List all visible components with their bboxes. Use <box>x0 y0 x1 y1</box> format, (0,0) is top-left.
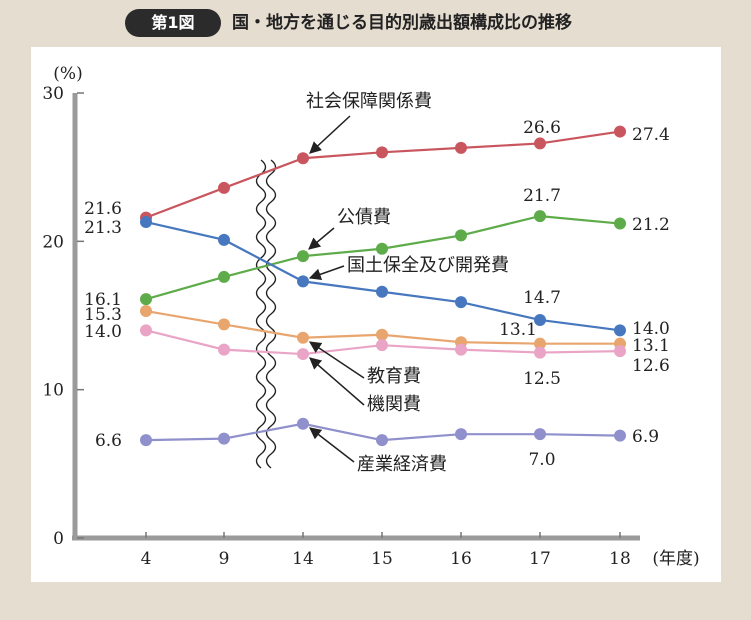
figure-title: 国・地方を通じる目的別歳出額構成比の推移 <box>232 13 572 33</box>
y-tick-label: 30 <box>42 84 64 104</box>
axis-break-line-right <box>265 159 277 469</box>
series-callout-label: 公債費 <box>337 207 391 228</box>
data-point <box>218 343 230 356</box>
data-point <box>218 233 230 246</box>
data-point <box>218 270 230 283</box>
data-label: 7.0 <box>528 450 555 470</box>
data-point <box>376 328 388 341</box>
axis-break-line-left <box>255 159 267 469</box>
data-label: 27.4 <box>632 125 670 145</box>
data-label: 21.2 <box>632 215 670 235</box>
data-labels: 21.626.6 27.416.121.721.221.314.714.015.3… <box>84 118 670 470</box>
callout-arrow <box>308 227 335 250</box>
data-point <box>140 216 152 229</box>
y-tick-label: 0 <box>53 529 64 549</box>
data-point <box>297 348 309 361</box>
x-tick-label: 4 <box>141 549 152 569</box>
data-point <box>376 242 388 255</box>
data-point <box>455 296 467 309</box>
series-callout-label: 教育費 <box>367 366 421 387</box>
data-point <box>614 125 626 138</box>
data-label: 15.3 <box>84 305 122 325</box>
data-point <box>140 324 152 337</box>
y-axis-unit-label: (%) <box>53 64 82 84</box>
data-point <box>140 434 152 447</box>
y-tick-label: 20 <box>42 232 64 252</box>
data-label: 12.6 <box>632 356 670 376</box>
data-point <box>376 285 388 298</box>
data-point <box>140 293 152 306</box>
data-point <box>297 275 309 288</box>
data-label: 6.9 <box>632 427 659 447</box>
data-point <box>455 141 467 154</box>
data-label: 16.1 <box>84 290 122 310</box>
callout-arrow <box>309 427 355 463</box>
data-point <box>218 181 230 194</box>
data-point <box>297 417 309 430</box>
callout-arrow <box>308 265 345 281</box>
data-label: 13.1 <box>632 336 670 356</box>
data-point <box>614 345 626 358</box>
series-line-2 <box>145 220 621 332</box>
data-point <box>218 318 230 331</box>
data-point <box>614 324 626 337</box>
data-label: 12.5 <box>523 369 561 389</box>
data-point <box>534 346 546 359</box>
data-point <box>218 432 230 445</box>
axis-break-gap <box>254 154 278 474</box>
data-point <box>297 331 309 344</box>
figure-header: 第1図 国・地方を通じる目的別歳出額構成比の推移 <box>0 0 751 44</box>
data-label: 21.6 <box>84 199 122 219</box>
x-tick-label: 14 <box>292 549 314 569</box>
callout-arrow <box>309 357 365 406</box>
data-point <box>534 428 546 441</box>
data-point <box>140 305 152 318</box>
x-tick-label: 15 <box>371 549 393 569</box>
data-label: 13.1 <box>499 320 537 340</box>
data-point <box>534 210 546 223</box>
data-label: 14.0 <box>84 322 122 342</box>
data-label: 21.3 <box>84 218 122 238</box>
x-tick-label: 18 <box>609 549 631 569</box>
series-callout-label: 社会保障関係費 <box>306 91 432 112</box>
figure-number-badge: 第1図 <box>125 9 221 37</box>
data-point <box>376 339 388 352</box>
series-callout-label: 機関費 <box>367 394 421 415</box>
data-point <box>455 343 467 356</box>
callout-arrow <box>309 341 365 379</box>
series-points <box>140 125 626 447</box>
data-label: 14.7 <box>523 288 561 308</box>
x-tick-label: 9 <box>219 549 230 569</box>
series-callout-label: 産業経済費 <box>357 454 447 475</box>
data-label: 26.6 <box>523 118 561 138</box>
data-point <box>534 337 546 350</box>
data-label: 6.6 <box>95 431 122 451</box>
data-point <box>376 146 388 159</box>
chart-axes: 0 10 20 30(%) 4 9 14 15 16 17 18 (年度) <box>42 64 699 569</box>
x-tick-label: 17 <box>529 549 551 569</box>
x-tick-label: 16 <box>450 549 472 569</box>
data-point <box>614 217 626 230</box>
data-point <box>297 250 309 263</box>
data-point <box>376 434 388 447</box>
data-point <box>534 137 546 150</box>
data-point <box>534 313 546 326</box>
data-point <box>614 429 626 442</box>
data-point <box>455 229 467 242</box>
x-axis-unit-label: (年度) <box>652 549 699 569</box>
callout-arrow <box>309 115 351 154</box>
data-point <box>297 152 309 165</box>
data-label: 14.0 <box>632 319 670 339</box>
series-callout-label: 国土保全及び開発費 <box>347 255 509 276</box>
data-point <box>455 428 467 441</box>
data-label: 21.7 <box>523 186 561 206</box>
y-tick-label: 10 <box>42 381 64 401</box>
